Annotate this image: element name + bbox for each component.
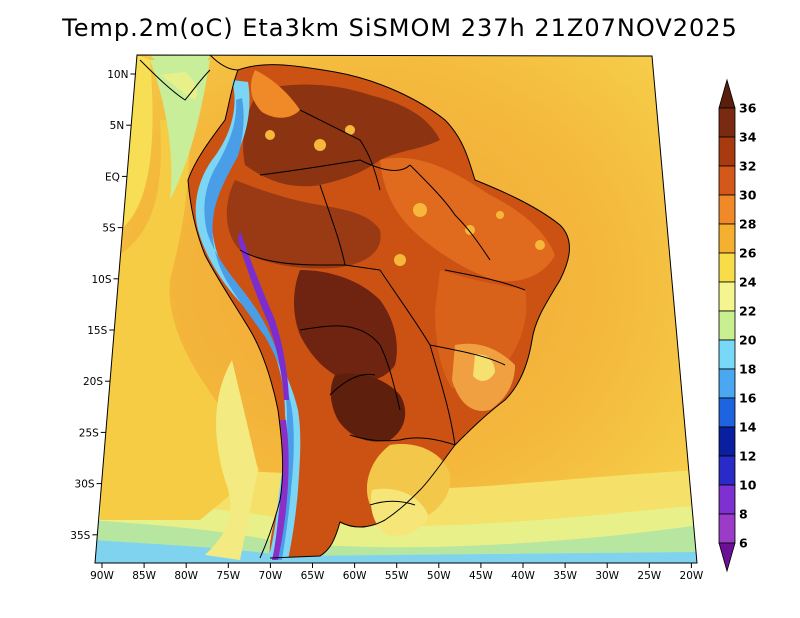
map-frame xyxy=(94,54,698,564)
lat-label: 10N xyxy=(107,69,128,81)
colorbar-label: 32 xyxy=(739,159,756,174)
colorbar-label: 16 xyxy=(739,391,757,406)
colorbar-label: 14 xyxy=(739,420,757,435)
colorbar-segment xyxy=(718,310,736,341)
colorbar-segment xyxy=(718,455,736,486)
colorbar-top-arrow xyxy=(718,78,736,109)
lat-label: 20S xyxy=(83,376,103,388)
lon-label: 55W xyxy=(385,570,409,582)
colorbar-segment xyxy=(718,107,736,138)
colorbar-segment xyxy=(718,165,736,196)
map-title: Temp.2m(oC) Eta3km SiSMOM 237h 21Z07NOV2… xyxy=(62,14,738,42)
colorbar-label: 18 xyxy=(739,362,756,377)
colorbar-label: 20 xyxy=(739,333,757,348)
lon-label: 35W xyxy=(553,570,577,582)
lon-label: 75W xyxy=(216,570,240,582)
colorbar-label: 10 xyxy=(739,478,757,493)
lon-label: 30W xyxy=(595,570,619,582)
colorbar-segment xyxy=(718,281,736,312)
colorbar-label: 30 xyxy=(739,188,757,203)
colorbar-segment xyxy=(718,513,736,544)
colorbar-segment xyxy=(718,426,736,457)
colorbar-segment xyxy=(718,397,736,428)
colorbar-segment xyxy=(718,484,736,515)
colorbar-segment xyxy=(718,136,736,167)
lat-label: 25S xyxy=(79,427,99,439)
colorbar-label: 34 xyxy=(739,130,757,145)
colorbar-segment xyxy=(718,368,736,399)
colorbar-label: 6 xyxy=(739,536,748,551)
lon-label: 20W xyxy=(680,570,704,582)
colorbar-label: 24 xyxy=(739,275,757,290)
colorbar: 36 34 32 30 28 26 24 22 20 18 16 14 12 10 8 6 xyxy=(718,78,757,573)
lon-label: 45W xyxy=(469,570,493,582)
lat-label: 15S xyxy=(87,325,107,337)
colorbar-label: 36 xyxy=(739,101,757,116)
andes-cold-band xyxy=(195,80,301,560)
colorbar-label: 28 xyxy=(739,217,756,232)
colorbar-label: 22 xyxy=(739,304,756,319)
colorbar-label: 8 xyxy=(739,507,748,522)
colorbar-label: 12 xyxy=(739,449,756,464)
lat-label: 10S xyxy=(91,274,111,286)
lon-label: 85W xyxy=(132,570,156,582)
colorbar-label: 26 xyxy=(739,246,757,261)
map-area xyxy=(95,55,697,563)
lon-label: 70W xyxy=(259,570,283,582)
colorbar-segment xyxy=(718,252,736,283)
longitude-axis: 90W 85W 80W 75W 70W 65W 60W 55W 50W 45W 40W 35W 30W 2… xyxy=(90,563,704,582)
lon-label: 60W xyxy=(343,570,367,582)
lon-label: 80W xyxy=(174,570,198,582)
lat-label: 5N xyxy=(110,120,125,132)
lat-label: 30S xyxy=(75,479,95,491)
colorbar-segment xyxy=(718,194,736,225)
lat-label: 35S xyxy=(70,530,90,542)
lon-label: 65W xyxy=(301,570,325,582)
lat-label: EQ xyxy=(105,171,120,183)
country-borders xyxy=(139,55,570,559)
lon-label: 90W xyxy=(90,570,114,582)
lon-label: 25W xyxy=(637,570,661,582)
lon-label: 40W xyxy=(511,570,535,582)
latitude-axis: 10N 5N EQ 5S 10S 15S 20S 25S 30S 35S xyxy=(70,69,136,542)
colorbar-segment xyxy=(718,339,736,370)
lat-label: 5S xyxy=(102,223,116,235)
lon-label: 50W xyxy=(427,570,451,582)
colorbar-segment xyxy=(718,223,736,254)
colorbar-bottom-arrow xyxy=(718,542,736,573)
